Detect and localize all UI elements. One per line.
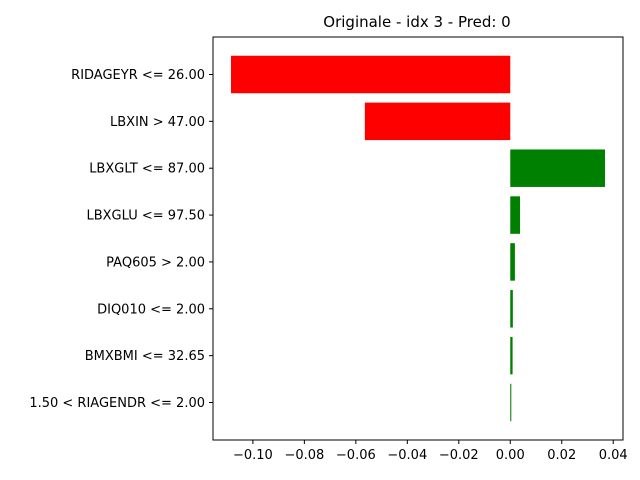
x-tick-label-6: 0.00 xyxy=(496,448,525,463)
category-label-5: PAQ605 > 2.00 xyxy=(106,255,205,270)
x-tick-label-4: −0.04 xyxy=(387,448,427,463)
bar-3 xyxy=(510,149,605,187)
category-label-7: BMXBMI <= 32.65 xyxy=(85,349,205,364)
bar-6 xyxy=(510,290,513,328)
bar-1 xyxy=(231,55,511,94)
plot-area-frame xyxy=(212,36,624,441)
chart-title: Originale - idx 3 - Pred: 0 xyxy=(323,13,510,31)
bar-4 xyxy=(510,196,521,234)
x-tick-label-3: −0.06 xyxy=(336,448,376,463)
bar-5 xyxy=(510,243,515,281)
x-axis: −0.10 −0.08 −0.06 −0.04 −0.02 0.00 0.02 0.04 xyxy=(233,440,628,463)
bars-group xyxy=(231,55,605,422)
x-tick-label-2: −0.08 xyxy=(284,448,324,463)
category-label-2: LBXIN > 47.00 xyxy=(110,115,205,130)
x-tick-label-5: −0.02 xyxy=(439,448,479,463)
category-label-8: 1.50 < RIAGENDR <= 2.00 xyxy=(29,396,205,411)
category-label-1: RIDAGEYR <= 26.00 xyxy=(71,68,205,83)
category-labels: RIDAGEYR <= 26.00 LBXIN > 47.00 LBXGLT <= … xyxy=(29,68,213,411)
x-tick-label-7: 0.02 xyxy=(547,448,576,463)
bar-2 xyxy=(364,102,511,141)
category-label-3: LBXGLT <= 87.00 xyxy=(89,162,205,177)
bar-8 xyxy=(510,383,512,422)
category-label-6: DIQ010 <= 2.00 xyxy=(97,302,205,317)
x-tick-label-1: −0.10 xyxy=(233,448,273,463)
category-label-4: LBXGLU <= 97.50 xyxy=(86,209,205,224)
bar-7 xyxy=(510,336,513,375)
x-tick-label-8: 0.04 xyxy=(599,448,628,463)
